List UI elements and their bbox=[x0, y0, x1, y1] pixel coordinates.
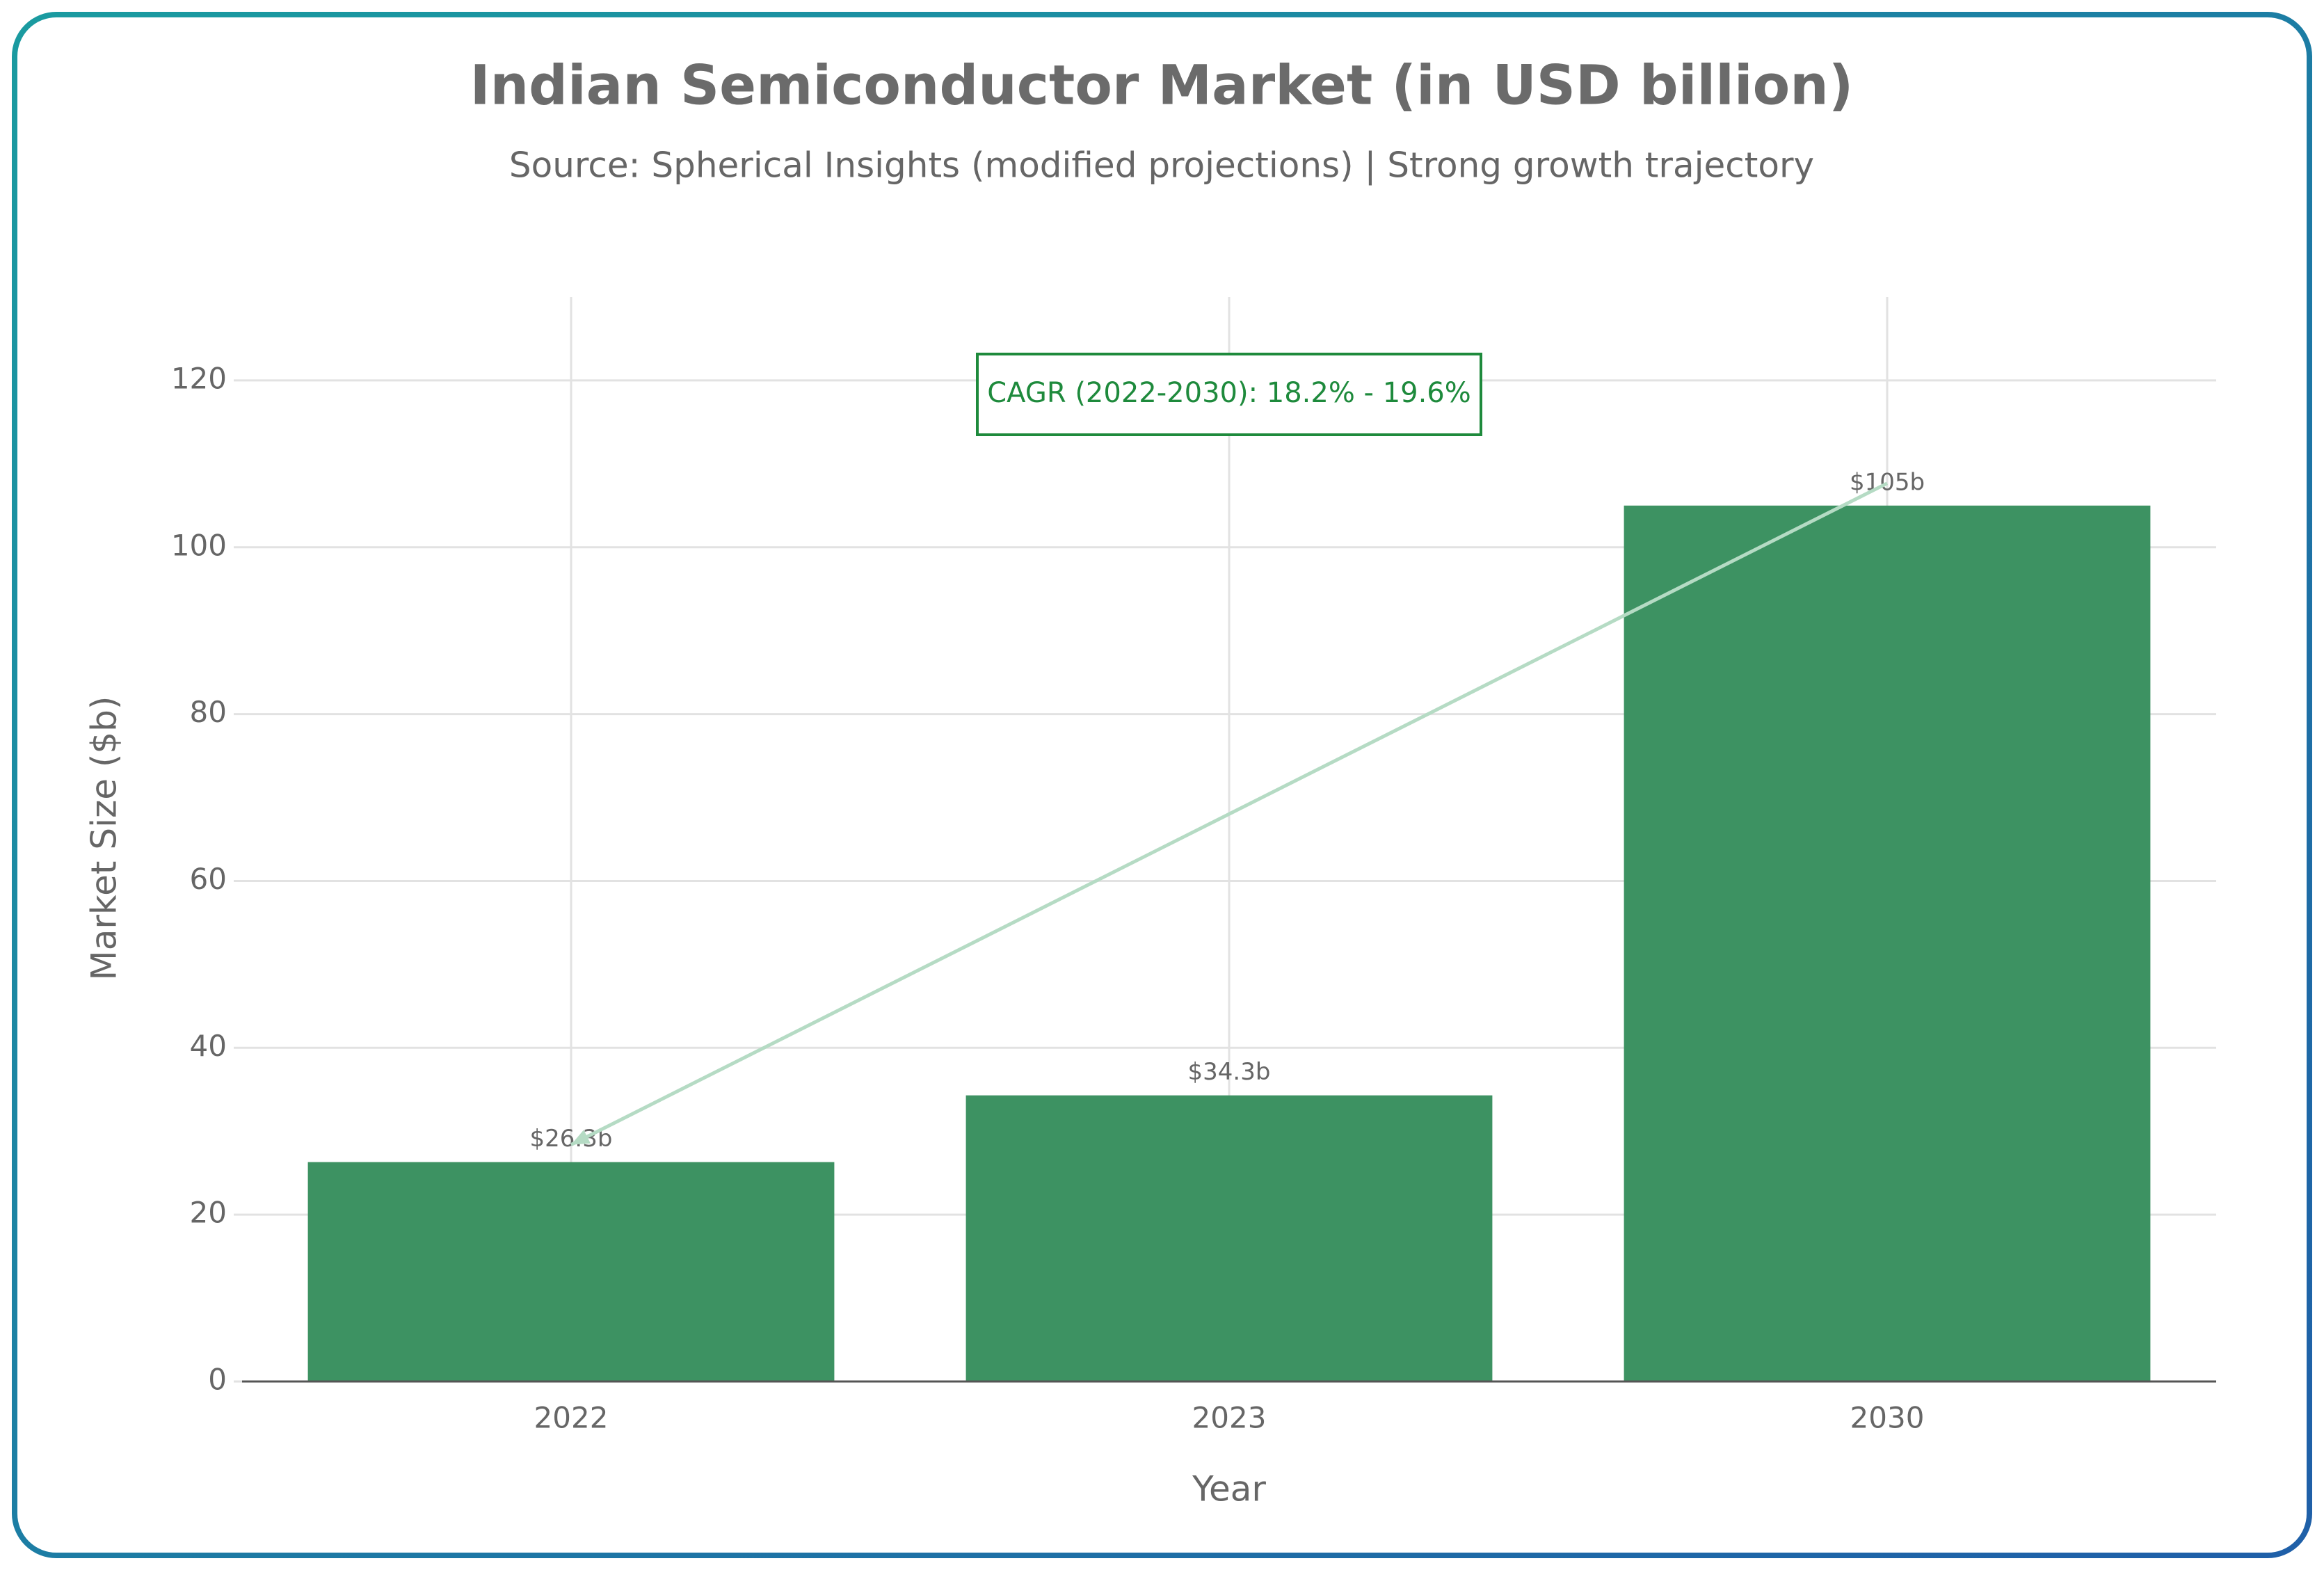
y-tick-label: 0 bbox=[208, 1363, 227, 1397]
y-tick-label: 80 bbox=[190, 695, 227, 729]
bar bbox=[1624, 505, 2151, 1382]
y-tick-label: 120 bbox=[171, 361, 227, 395]
chart-title: Indian Semiconductor Market (in USD bill… bbox=[470, 54, 1854, 117]
y-tick-label: 100 bbox=[171, 528, 227, 562]
annotation: CAGR (2022-2030): 18.2% - 19.6% bbox=[987, 377, 1471, 409]
value-label: $34.3b bbox=[1188, 1058, 1271, 1086]
y-tick-label: 40 bbox=[190, 1029, 227, 1063]
trend-arrow bbox=[570, 481, 1889, 1146]
x-tick-label: 2030 bbox=[1850, 1401, 1925, 1435]
y-tick-label: 60 bbox=[190, 862, 227, 896]
bar bbox=[965, 1095, 1493, 1381]
chart-subtitle: Source: Spherical Insights (modified pro… bbox=[509, 145, 1814, 186]
y-tick-label: 20 bbox=[190, 1196, 227, 1230]
x-axis-title: Year bbox=[1192, 1469, 1266, 1509]
annotation-box bbox=[976, 353, 1482, 436]
x-tick-label: 2022 bbox=[534, 1401, 609, 1435]
arrow-head bbox=[571, 1130, 591, 1145]
x-tick-label: 2023 bbox=[1192, 1401, 1267, 1435]
bar bbox=[307, 1162, 835, 1381]
value-label: $105b bbox=[1850, 468, 1925, 496]
y-axis-title: Market Size ($b) bbox=[84, 696, 125, 981]
